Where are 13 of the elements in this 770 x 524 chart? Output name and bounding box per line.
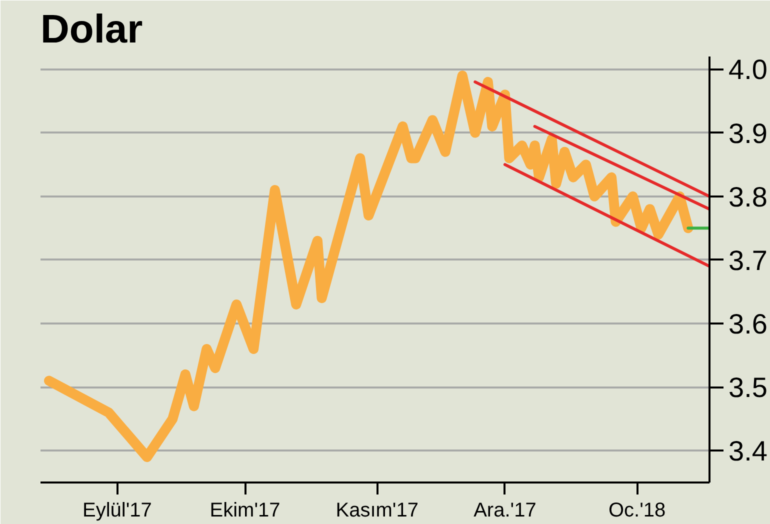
y-tick-label: 3.5 — [728, 372, 768, 404]
y-tick-label: 4.0 — [728, 54, 768, 86]
x-tick-label: Ara.'17 — [474, 500, 536, 522]
y-tick-label: 3.6 — [728, 308, 768, 340]
y-tick-label: 3.7 — [728, 244, 768, 276]
x-tick-label: Eylül'17 — [82, 500, 152, 522]
y-tick-label: 3.9 — [728, 118, 768, 149]
y-tick-label: 3.8 — [728, 181, 768, 212]
y-tick-label: 3.4 — [728, 436, 768, 467]
x-tick-label: Ekim'17 — [210, 500, 280, 522]
x-tick-label: Oc.'18 — [608, 500, 666, 522]
chart-title: Dolar — [40, 8, 143, 52]
x-tick-label: Kasım'17 — [336, 500, 419, 522]
